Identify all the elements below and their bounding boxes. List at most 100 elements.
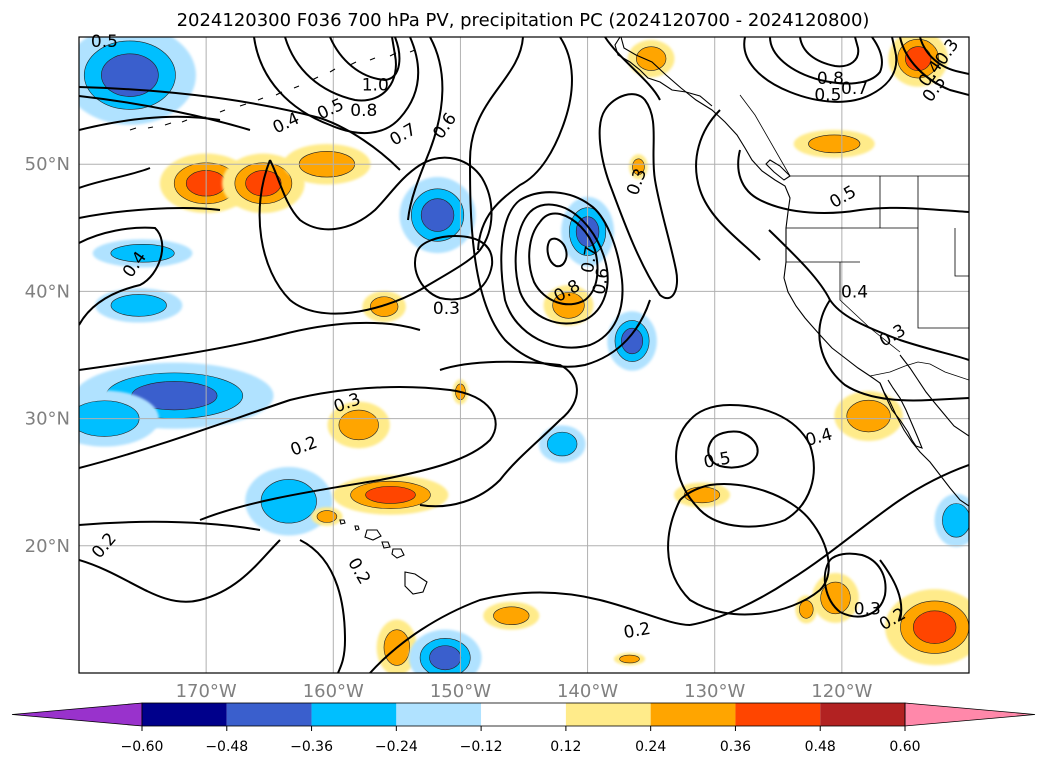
contour-label-28: 0.3	[854, 599, 881, 619]
contour-label-24: 0.4	[841, 283, 868, 303]
colorbar-label-4: −0.12	[460, 739, 503, 755]
precip-blob-29-layer-1	[799, 600, 814, 619]
precip-blob-4-layer-2	[420, 198, 455, 232]
precip-blob-17-layer-1	[338, 409, 379, 441]
coastline-mexico-gulf	[899, 354, 969, 437]
precip-blob-5	[92, 239, 193, 268]
colorbar-label-6: 0.24	[635, 739, 666, 755]
colorbar-outline	[141, 702, 906, 727]
precip-blob-19	[245, 466, 333, 536]
colorbar-label-1: −0.48	[205, 739, 248, 755]
colorbar-label-0: −0.60	[121, 739, 164, 755]
precip-blob-25-layer-2	[429, 645, 462, 671]
colorbar-segment-0	[142, 703, 227, 726]
contour-label-19: 0.5	[814, 86, 841, 106]
colorbar-segment-7	[735, 703, 821, 726]
colorbar-segment-1	[226, 703, 312, 726]
precip-blob-30	[834, 391, 903, 441]
colorbar-label-3: −0.24	[375, 739, 418, 755]
coastline-north-america	[620, 37, 969, 507]
y-tick-label-2: 40°N	[25, 281, 70, 302]
precip-blob-31-layer-2	[913, 610, 957, 644]
x-tick-label-3: 140°W	[557, 681, 618, 702]
precip-blob-21	[538, 425, 586, 463]
colorbar: −0.60 −0.48 −0.36 −0.24 −0.12 0.12 0.24 0.36 0.4…	[11, 702, 1036, 755]
contour-label-17: 0.8	[817, 69, 844, 89]
y-tick-label-0: 20°N	[25, 536, 70, 557]
colorbar-label-7: 0.36	[720, 739, 751, 755]
precip-blob-21-layer-1	[546, 431, 578, 457]
precip-blob-14	[793, 129, 875, 158]
y-tick-labels: 20°N 30°N 40°N 50°N	[25, 154, 70, 557]
precip-blob-0	[79, 37, 196, 125]
colorbar-label-5: 0.12	[550, 739, 581, 755]
x-tick-label-5: 120°W	[811, 681, 872, 702]
colorbar-extend-low	[11, 702, 143, 727]
precip-blob-11	[629, 154, 648, 180]
contour-label-8: 0.3	[433, 299, 460, 319]
x-tick-label-0: 170°W	[176, 681, 237, 702]
precip-blob-0-layer-2	[101, 53, 159, 97]
map-layer	[79, 37, 969, 673]
precip-blob-7-layer-1	[369, 296, 399, 317]
precip-blob-5-layer-1	[110, 244, 175, 263]
colorbar-label-9: 0.60	[889, 739, 920, 755]
contour-label-1: 1.0	[362, 75, 389, 95]
colorbar-segment-4	[481, 703, 566, 726]
precip-blob-31	[885, 589, 969, 666]
precip-blob-25	[408, 629, 482, 673]
precip-blob-11-layer-1	[632, 158, 645, 175]
contour-label-14: 0.7	[578, 245, 602, 275]
colorbar-label-8: 0.48	[805, 739, 836, 755]
precip-blob-32	[934, 493, 969, 547]
precip-blob-7	[362, 291, 406, 323]
precip-blob-4	[399, 177, 476, 254]
hawaii-islands	[339, 519, 428, 595]
precip-blob-27	[613, 652, 646, 666]
chart-title: 2024120300 F036 700 hPa PV, precipitatio…	[177, 10, 870, 31]
precip-blob-28-layer-1	[820, 581, 851, 615]
precip-blob-12-layer-1	[635, 46, 667, 71]
aleutian-islands	[129, 49, 416, 131]
colorbar-extend-high	[904, 702, 1036, 727]
precip-blob-19-layer-1	[260, 479, 317, 524]
colorbar-segment-8	[820, 703, 905, 726]
precip-blob-26	[483, 601, 540, 630]
precip-blob-30-layer-1	[846, 399, 891, 433]
precip-blob-10	[607, 311, 657, 371]
contour-label-4: 0.8	[350, 101, 377, 121]
colorbar-label-2: −0.36	[290, 739, 333, 755]
precip-blob-27-layer-1	[619, 654, 640, 664]
x-tick-label-2: 150°W	[430, 681, 491, 702]
x-tick-labels: 170°W 160°W 150°W 140°W 130°W 120°W	[176, 681, 873, 702]
colorbar-segment-6	[650, 703, 736, 726]
colorbar-segment-3	[396, 703, 482, 726]
colorbar-segment-2	[311, 703, 397, 726]
precip-blob-17	[327, 401, 390, 449]
pv-contours	[79, 37, 969, 673]
contour-label-27: 0.5	[702, 448, 732, 472]
y-tick-label-1: 30°N	[25, 409, 70, 430]
contour-label-0: 0.5	[91, 32, 118, 52]
x-tick-label-1: 160°W	[303, 681, 364, 702]
vancouver-island	[765, 159, 791, 181]
contour-label-30: 0.2	[622, 619, 652, 643]
precip-blob-32-layer-1	[942, 503, 969, 538]
precip-blob-23-layer-1	[316, 510, 338, 523]
precip-blob-6	[95, 288, 183, 323]
precip-blob-18-layer-2	[365, 486, 416, 504]
map-frame	[78, 36, 970, 674]
x-tick-label-4: 130°W	[684, 681, 745, 702]
y-tick-label-3: 50°N	[25, 154, 70, 175]
precip-blob-12	[627, 39, 675, 78]
border-us-mexico	[869, 361, 969, 381]
gridlines	[79, 37, 969, 673]
precip-blob-26-layer-1	[493, 606, 530, 625]
precip-blob-10-layer-2	[621, 327, 644, 355]
colorbar-segment-5	[565, 703, 651, 726]
contour-label-15: 0.6	[589, 266, 613, 296]
precip-blob-14-layer-1	[808, 134, 861, 154]
contour-label-18: 0.7	[841, 79, 868, 99]
precip-blob-18	[332, 475, 449, 515]
